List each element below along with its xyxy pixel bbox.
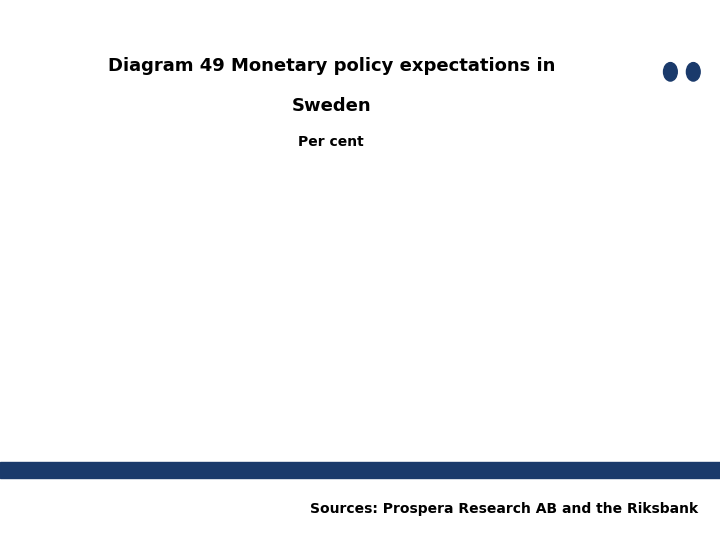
Polygon shape: [652, 51, 712, 59]
Circle shape: [664, 63, 678, 81]
Text: Sources: Prospera Research AB and the Riksbank: Sources: Prospera Research AB and the Ri…: [310, 502, 698, 516]
Text: Per cent: Per cent: [298, 135, 364, 149]
Text: Sweden: Sweden: [292, 97, 371, 115]
Text: SVERIGES: SVERIGES: [662, 82, 701, 87]
Polygon shape: [653, 18, 711, 51]
Circle shape: [686, 63, 700, 81]
Circle shape: [683, 58, 703, 85]
Text: Diagram 49 Monetary policy expectations in: Diagram 49 Monetary policy expectations …: [107, 57, 555, 75]
Circle shape: [677, 5, 687, 20]
Text: RIKSBANK: RIKSBANK: [662, 91, 702, 97]
Circle shape: [660, 5, 670, 20]
Circle shape: [693, 5, 704, 20]
Circle shape: [660, 58, 680, 85]
